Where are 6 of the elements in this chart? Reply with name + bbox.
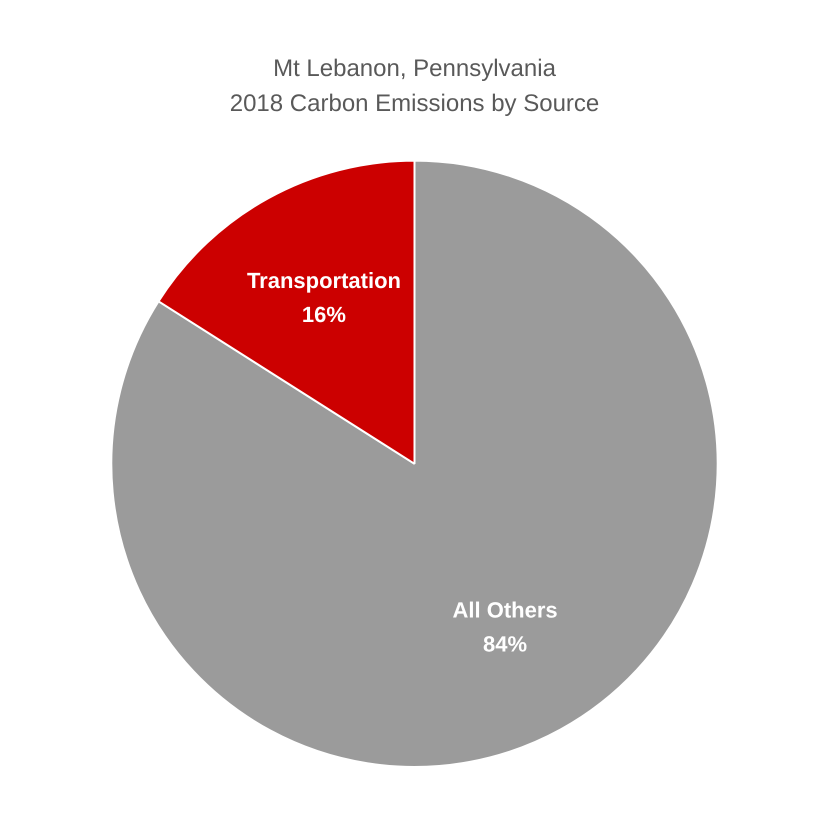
data-label: 16% <box>302 302 346 328</box>
data-label: 84% <box>483 632 528 657</box>
chart-title: Mt Lebanon, Pennsylvania <box>273 55 557 82</box>
slice-label: All Others <box>452 598 558 623</box>
chart-subtitle: 2018 Carbon Emissions by Source <box>230 90 600 117</box>
slice-label: Transportation <box>246 268 401 294</box>
